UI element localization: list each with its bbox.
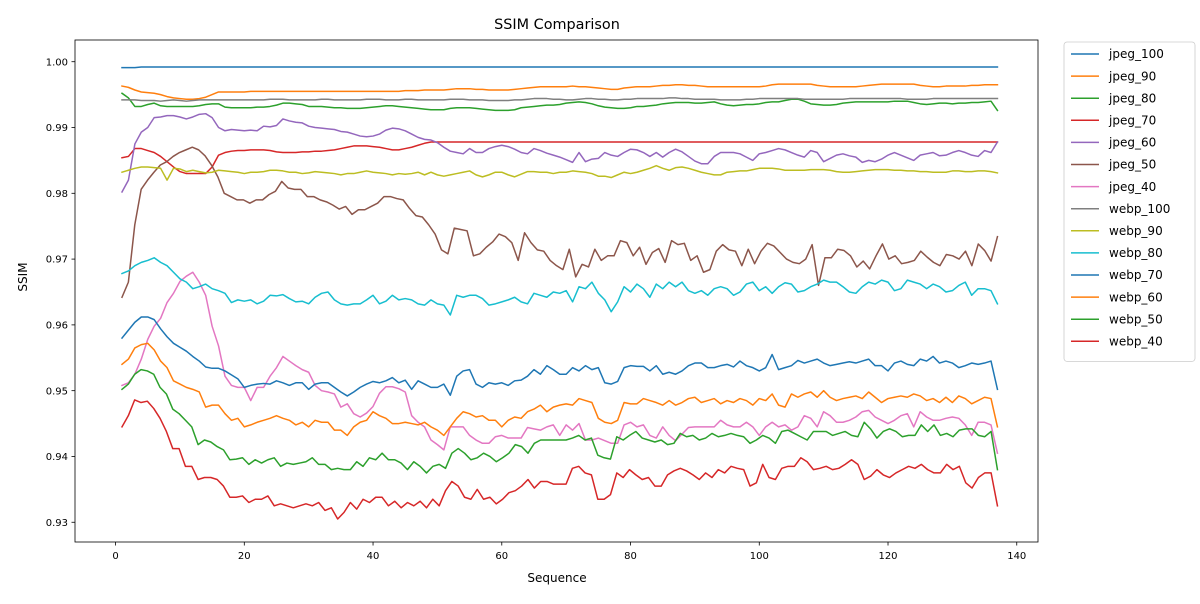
legend-label-jpeg_100: jpeg_100 [1108, 47, 1164, 61]
series-line-webp_60 [120, 342, 999, 437]
series-line-webp_50 [120, 368, 999, 474]
series-line-jpeg_80 [120, 92, 999, 112]
y-tick-label: 0.93 [46, 518, 68, 529]
legend: jpeg_100 jpeg_90 jpeg_80 jpeg_70 jpeg_60jpeg… [1063, 41, 1196, 362]
legend-label-webp_90: webp_90 [1109, 224, 1163, 238]
legend-label-jpeg_60: jpeg_60 [1108, 136, 1156, 150]
legend-label-jpeg_70: jpeg_70 [1108, 114, 1156, 128]
legend-label-webp_40: webp_40 [1109, 335, 1163, 349]
chart-title: SSIM Comparison [494, 17, 620, 33]
x-tick-label: 120 [878, 551, 897, 562]
legend-label-jpeg_90: jpeg_90 [1108, 69, 1156, 83]
series-line-webp_80 [121, 257, 999, 316]
series-line-webp_40 [120, 399, 999, 520]
legend-label-jpeg_80: jpeg_80 [1108, 91, 1156, 105]
legend-label-webp_70: webp_70 [1109, 268, 1163, 282]
series-line-jpeg_70 [121, 141, 999, 175]
series-line-webp_100 [121, 97, 999, 102]
series-line-webp_70 [120, 316, 999, 397]
x-tick-label: 140 [1007, 551, 1026, 562]
x-tick-label: 60 [495, 551, 508, 562]
x-axis-label: Sequence [527, 571, 586, 585]
x-tick-label: 80 [624, 551, 637, 562]
plot-area: 0 20 40 60 80 100 120 140 0.93 0.94 0.95 0.96 0.97 0.… [46, 39, 1039, 562]
y-tick-label: 0.97 [46, 255, 68, 266]
series-line-webp_90 [121, 164, 999, 181]
series-lines [120, 66, 999, 520]
y-tick-label: 0.94 [46, 452, 68, 463]
legend-label-jpeg_40: jpeg_40 [1108, 180, 1156, 194]
x-tick-label: 0 [112, 551, 118, 562]
series-line-jpeg_90 [121, 83, 999, 100]
y-tick-label: 0.99 [46, 123, 68, 134]
y-tick-label: 0.96 [46, 320, 68, 331]
legend-label-jpeg_50: jpeg_50 [1108, 158, 1156, 172]
series-line-jpeg_60 [120, 112, 999, 193]
x-tick-label: 100 [750, 551, 769, 562]
series-line-jpeg_100 [121, 66, 999, 69]
y-axis-label: SSIM [16, 262, 30, 291]
series-line-jpeg_50 [121, 146, 999, 299]
y-tick-label: 0.95 [46, 386, 68, 397]
series-line-jpeg_40 [121, 271, 999, 455]
x-tick-label: 40 [367, 551, 380, 562]
legend-label-webp_60: webp_60 [1109, 290, 1163, 304]
legend-label-webp_100: webp_100 [1109, 202, 1170, 216]
y-tick-label: 1.00 [46, 57, 68, 68]
legend-box [1063, 41, 1196, 362]
legend-label-webp_80: webp_80 [1109, 246, 1163, 260]
y-tick-label: 0.98 [46, 189, 68, 200]
legend-label-webp_50: webp_50 [1109, 312, 1163, 326]
x-tick-label: 20 [238, 551, 251, 562]
plot-frame [74, 39, 1039, 543]
